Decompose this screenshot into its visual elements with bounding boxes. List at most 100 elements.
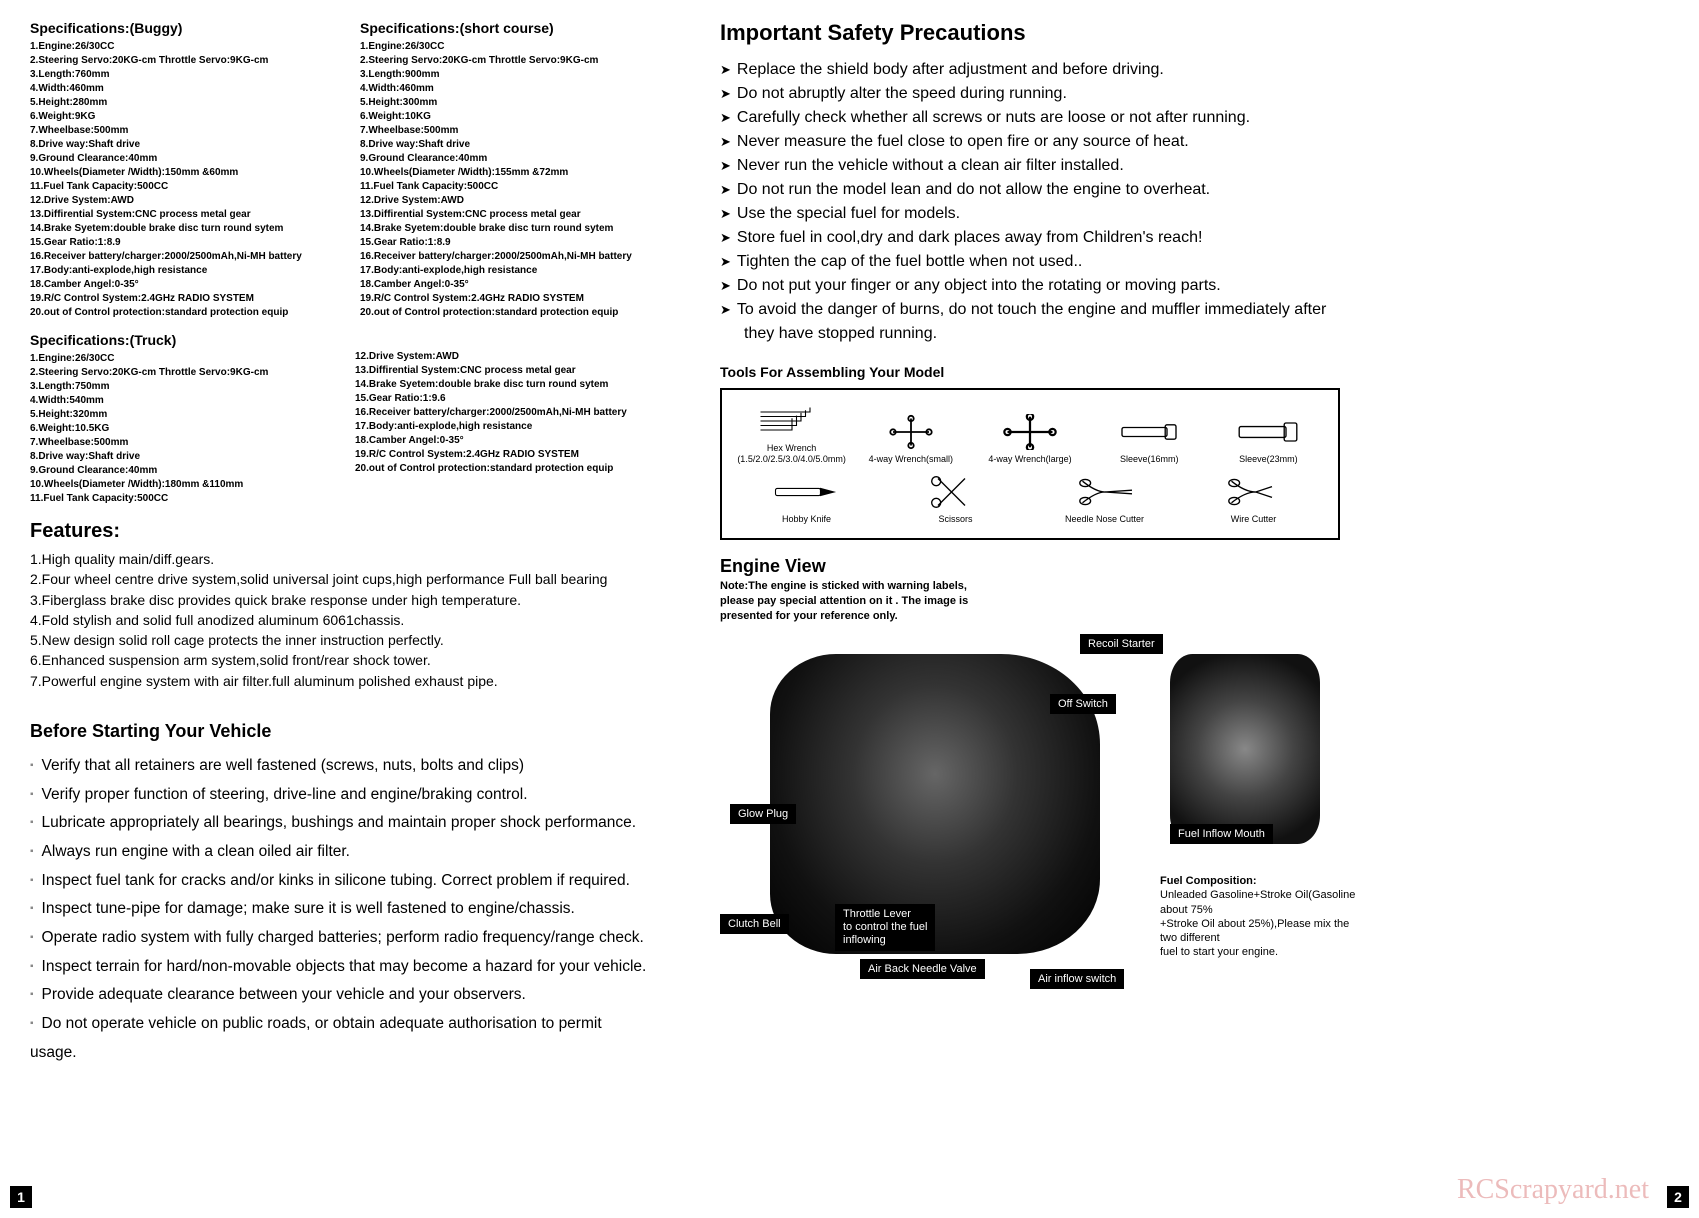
list-item: Operate radio system with fully charged … [30,924,650,953]
specs-truck-right: 12.Drive System:AWD13.Diffirential Syste… [355,332,650,506]
list-item: 17.Body:anti-explode,high resistance [360,264,650,278]
list-item: 7.Powerful engine system with air filter… [30,671,650,691]
list-item: 3.Length:900mm [360,68,650,82]
list-item: 6.Weight:10.5KG [30,422,325,436]
list-item: Verify that all retainers are well faste… [30,752,650,781]
list-item: Store fuel in cool,dry and dark places a… [720,226,1340,250]
list-item: 15.Gear Ratio:1:9.6 [355,392,650,406]
list-item: 1.Engine:26/30CC [30,40,320,54]
list-item: 10.Wheels(Diameter /Width):180mm &110mm [30,478,325,492]
list-item: Provide adequate clearance between your … [30,981,650,1010]
specs-truck-left: Specifications:(Truck) 1.Engine:26/30CC2… [30,332,325,506]
engine-view: Recoil Starter Off Switch Glow Plug Fuel… [720,634,1340,994]
list-item: 1.Engine:26/30CC [30,352,325,366]
engine-note: Note:The engine is sticked with warning … [720,579,1340,624]
specs-short-course: Specifications:(short course) 1.Engine:2… [360,20,650,320]
list-item: Replace the shield body after adjustment… [720,58,1340,82]
list-item: 14.Brake Syetem:double brake disc turn r… [360,222,650,236]
specs-truck-title: Specifications:(Truck) [30,332,325,348]
before-list: Verify that all retainers are well faste… [30,752,650,1067]
list-item: 18.Camber Angel:0-35° [30,278,320,292]
callout-glow: Glow Plug [730,804,796,824]
tool-hex-wrench: Hex Wrench (1.5/2.0/2.5/3.0/4.0/5.0mm) [732,402,851,465]
list-item: 20.out of Control protection:standard pr… [355,462,650,476]
specs-truck-list-right: 12.Drive System:AWD13.Diffirential Syste… [355,350,650,476]
specs-short-course-title: Specifications:(short course) [360,20,650,36]
tool-4way-large: 4-way Wrench(large) [970,413,1089,465]
list-item: Never run the vehicle without a clean ai… [720,154,1340,178]
list-item: 9.Ground Clearance:40mm [30,152,320,166]
callout-airswitch: Air inflow switch [1030,969,1124,989]
list-item: 11.Fuel Tank Capacity:500CC [360,180,650,194]
list-item: 7.Wheelbase:500mm [30,124,320,138]
list-item: 5.Height:300mm [360,96,650,110]
list-item: 12.Drive System:AWD [360,194,650,208]
list-item: 11.Fuel Tank Capacity:500CC [30,180,320,194]
list-item: 6.Weight:10KG [360,110,650,124]
list-item: 16.Receiver battery/charger:2000/2500mAh… [30,250,320,264]
tools-box: Hex Wrench (1.5/2.0/2.5/3.0/4.0/5.0mm) 4… [720,388,1340,540]
watermark: RCScrapyard.net [1457,1174,1649,1206]
callout-off: Off Switch [1050,694,1116,714]
tool-label: Scissors [881,514,1030,525]
list-item: 15.Gear Ratio:1:8.9 [360,236,650,250]
list-item: 4.Width:460mm [360,82,650,96]
features-list: 1.High quality main/diff.gears.2.Four wh… [30,549,650,691]
callout-clutch: Clutch Bell [720,914,789,934]
fuel-composition: Fuel Composition: Unleaded Gasoline+Stro… [1160,874,1360,960]
page-number-left: 1 [10,1186,32,1208]
specs-truck-list-left: 1.Engine:26/30CC2.Steering Servo:20KG-cm… [30,352,325,506]
list-item: 1.High quality main/diff.gears. [30,549,650,569]
page-number-right: 2 [1667,1186,1689,1208]
specs-buggy-title: Specifications:(Buggy) [30,20,320,36]
list-item: 20.out of Control protection:standard pr… [30,306,320,320]
tool-label: Wire Cutter [1179,514,1328,525]
list-item: 4.Width:460mm [30,82,320,96]
list-item: 13.Diffirential System:CNC process metal… [355,364,650,378]
features-title: Features: [30,520,650,543]
list-item: 6.Enhanced suspension arm system,solid f… [30,650,650,670]
safety-title: Important Safety Precautions [720,20,1340,46]
fuel-comp-title: Fuel Composition: [1160,874,1360,888]
list-item: 17.Body:anti-explode,high resistance [355,420,650,434]
list-item: 5.Height:320mm [30,408,325,422]
list-item: 19.R/C Control System:2.4GHz RADIO SYSTE… [30,292,320,306]
fuel-comp-text: Unleaded Gasoline+Stroke Oil(Gasoline ab… [1160,889,1355,958]
list-item: 19.R/C Control System:2.4GHz RADIO SYSTE… [360,292,650,306]
list-item: 5.Height:280mm [30,96,320,110]
list-item: 9.Ground Clearance:40mm [30,464,325,478]
list-item: 3.Fiberglass brake disc provides quick b… [30,590,650,610]
list-item: Verify proper function of steering, driv… [30,781,650,810]
list-item: 17.Body:anti-explode,high resistance [30,264,320,278]
list-item: 20.out of Control protection:standard pr… [360,306,650,320]
list-item: Do not abruptly alter the speed during r… [720,82,1340,106]
list-item: 16.Receiver battery/charger:2000/2500mAh… [360,250,650,264]
list-item: Always run engine with a clean oiled air… [30,838,650,867]
tools-title: Tools For Assembling Your Model [720,364,1340,380]
list-item: 14.Brake Syetem:double brake disc turn r… [355,378,650,392]
list-item: 7.Wheelbase:500mm [360,124,650,138]
list-item: Do not run the model lean and do not all… [720,178,1340,202]
tool-4way-small: 4-way Wrench(small) [851,413,970,465]
list-item: Lubricate appropriately all bearings, bu… [30,809,650,838]
list-item: 7.Wheelbase:500mm [30,436,325,450]
list-item: 2.Four wheel centre drive system,solid u… [30,569,650,589]
list-item: 4.Width:540mm [30,394,325,408]
list-item: Inspect fuel tank for cracks and/or kink… [30,867,650,896]
tool-label: Sleeve(16mm) [1090,454,1209,465]
list-item: Carefully check whether all screws or nu… [720,106,1340,130]
safety-list: Replace the shield body after adjustment… [720,58,1340,346]
list-item: Tighten the cap of the fuel bottle when … [720,250,1340,274]
engine-title: Engine View [720,556,1340,577]
list-item: 13.Diffirential System:CNC process metal… [360,208,650,222]
callout-throttle: Throttle Lever to control the fuel inflo… [835,904,935,952]
specs-buggy: Specifications:(Buggy) 1.Engine:26/30CC2… [30,20,320,320]
tool-label: 4-way Wrench(large) [970,454,1089,465]
tool-label: Needle Nose Cutter [1030,514,1179,525]
list-item: 2.Steering Servo:20KG-cm Throttle Servo:… [30,366,325,380]
specs-buggy-list: 1.Engine:26/30CC2.Steering Servo:20KG-cm… [30,40,320,320]
list-item: 16.Receiver battery/charger:2000/2500mAh… [355,406,650,420]
list-item: 2.Steering Servo:20KG-cm Throttle Servo:… [30,54,320,68]
tools-row-2: Hobby Knife Scissors Needle Nose Cutter … [732,473,1328,525]
tool-label: Sleeve(23mm) [1209,454,1328,465]
